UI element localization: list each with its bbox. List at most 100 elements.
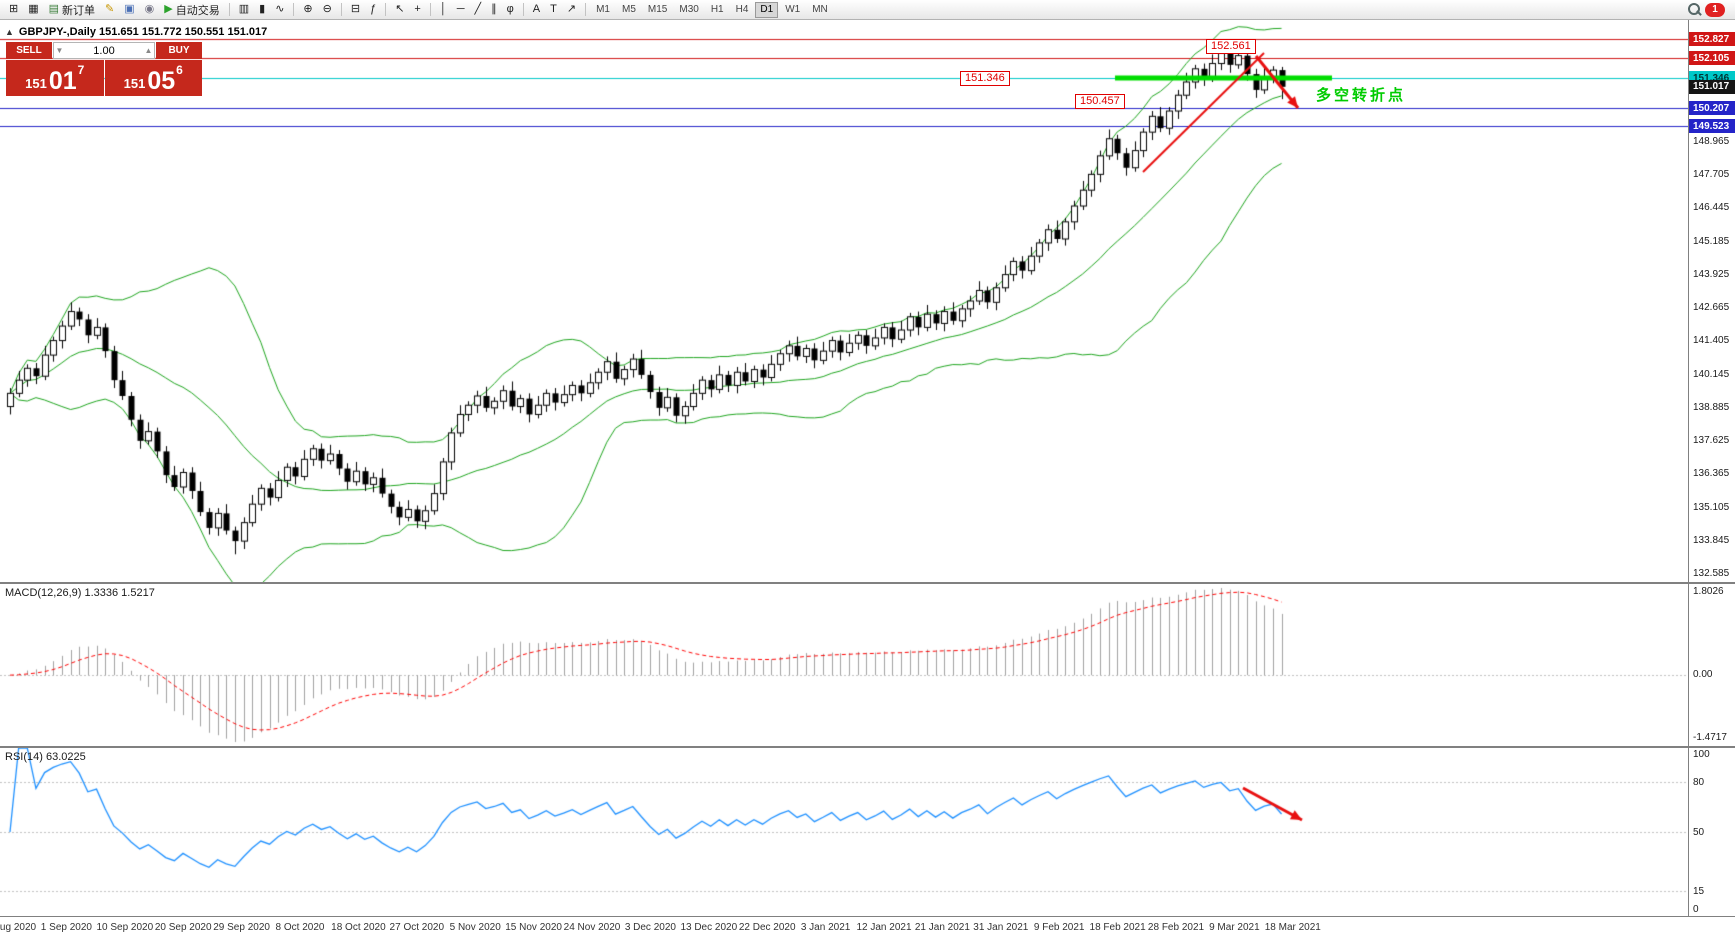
price-scale-value: 135.105 xyxy=(1693,501,1730,513)
macd-scale-zero: 0.00 xyxy=(1693,669,1713,681)
notification-badge[interactable]: 1 xyxy=(1705,2,1725,17)
rsi-scale[interactable]: 100 80 50 15 0 xyxy=(1689,748,1735,916)
text-icon: A xyxy=(532,3,541,15)
fibonacci-button[interactable]: φ xyxy=(503,1,518,18)
buy-price-prefix: 151 xyxy=(123,76,146,91)
timeframe-m30-button[interactable]: M30 xyxy=(674,2,703,18)
timeframe-d1-button[interactable]: D1 xyxy=(755,1,779,18)
line-chart-mode-button[interactable]: ∿ xyxy=(271,1,288,18)
horizontal-line-button[interactable]: ─ xyxy=(453,1,469,18)
macd-scale-min: -1.4717 xyxy=(1693,732,1727,743)
candlestick-mode-button[interactable]: ▮ xyxy=(255,1,269,18)
candlestick-chart-icon: ▮ xyxy=(259,3,266,15)
profiles-button[interactable]: ▦ xyxy=(24,1,42,18)
price-scale-value: 140.145 xyxy=(1693,368,1730,380)
panel-separator[interactable] xyxy=(0,746,1735,748)
macd-label: MACD(12,26,9) 1.3336 1.5217 xyxy=(5,587,155,599)
date-label: 12 Jan 2021 xyxy=(856,922,912,933)
rsi-label: RSI(14) 63.0225 xyxy=(5,751,86,763)
date-label: 10 Sep 2020 xyxy=(96,922,154,933)
price-tag: 149.523 xyxy=(1689,119,1735,134)
trendline-button[interactable]: ╱ xyxy=(471,1,486,18)
arrow-objects-button[interactable]: ↗ xyxy=(563,1,580,18)
help-icon: ◉ xyxy=(144,3,155,15)
sell-price-big: 01 xyxy=(48,67,77,95)
bar-chart-mode-button[interactable]: ▥ xyxy=(235,1,253,18)
tile-windows-icon: ⊟ xyxy=(350,3,361,15)
price-scale-value: 137.625 xyxy=(1693,435,1730,447)
zoom-in-button[interactable]: ⊕ xyxy=(299,1,316,18)
sell-button[interactable]: SELL xyxy=(6,42,52,59)
price-chart-panel: ▲ GBPJPY-,Daily 151.651 151.772 150.551 … xyxy=(0,20,1688,582)
one-click-prices: 151 01 7 151 05 6 xyxy=(6,60,202,96)
metaeditor-button[interactable]: ✎ xyxy=(101,1,118,18)
collapse-one-click-icon[interactable]: ▲ xyxy=(5,27,14,37)
macd-canvas[interactable] xyxy=(0,584,1688,746)
price-tag: 152.827 xyxy=(1689,32,1735,47)
new-order-label: 新订单 xyxy=(62,4,96,17)
rsi-scale-value: 80 xyxy=(1693,776,1705,788)
timeframe-mn-button[interactable]: MN xyxy=(807,2,833,18)
search-icon xyxy=(1688,3,1700,15)
metaeditor-icon: ✎ xyxy=(105,3,115,15)
text-button[interactable]: A xyxy=(529,1,544,18)
price-scale[interactable]: 148.965 147.705 146.445 145.185 143.925 142.6… xyxy=(1689,20,1735,582)
timeframe-m15-button[interactable]: M15 xyxy=(643,2,672,18)
date-label: 21 Jan 2021 xyxy=(914,922,970,933)
price-scale-value: 133.845 xyxy=(1693,534,1730,546)
timeframe-m1-button[interactable]: M1 xyxy=(591,2,615,18)
crosshair-button[interactable]: + xyxy=(410,1,424,18)
annotation-text: 多空转折点 xyxy=(1316,87,1407,104)
date-label: 27 Oct 2020 xyxy=(389,922,445,933)
timeframe-h1-button[interactable]: H1 xyxy=(706,2,729,18)
price-chart-canvas[interactable] xyxy=(0,20,1688,582)
vertical-line-button[interactable]: │ xyxy=(436,1,451,18)
tile-windows-button[interactable]: ⊟ xyxy=(347,1,364,18)
help-button[interactable]: ◉ xyxy=(141,1,159,18)
toolbar-separator xyxy=(522,3,524,16)
new-chart-button[interactable]: ⊞ xyxy=(5,1,22,18)
sell-price-prefix: 151 xyxy=(25,76,47,91)
volume-decrease-button[interactable]: ▼ xyxy=(55,46,64,55)
date-label: 13 Dec 2020 xyxy=(680,922,738,933)
rsi-panel: RSI(14) 63.0225 xyxy=(0,748,1688,916)
zoom-out-button[interactable]: ⊖ xyxy=(319,1,336,18)
date-label: 1 Sep 2020 xyxy=(40,922,92,933)
channel-icon: ∥ xyxy=(491,3,497,15)
main-toolbar: ⊞ ▦ ▤ 新订单 ✎ ▣ ◉ ▶ 自动交易 ▥ ▮ ∿ ⊕ ⊖ ⊟ ƒ ↖ + │ ─ ╱ ∥ φ A T ↗ M1 M5 M15 M3… xyxy=(0,0,1735,20)
indicators-button[interactable]: ƒ xyxy=(366,1,380,18)
date-label: 24 Nov 2020 xyxy=(563,922,621,933)
rsi-scale-value: 15 xyxy=(1693,885,1705,897)
new-order-button[interactable]: ▤ 新订单 xyxy=(45,1,99,18)
timeframe-w1-button[interactable]: W1 xyxy=(780,2,805,18)
buy-button[interactable]: BUY xyxy=(156,42,202,59)
sell-price-display[interactable]: 151 01 7 xyxy=(6,60,104,96)
scale-border xyxy=(1688,20,1689,917)
date-label: 8 Oct 2020 xyxy=(275,922,325,933)
price-callout-label: 150.457 xyxy=(1075,94,1125,109)
new-chart-icon: ⊞ xyxy=(9,3,19,15)
timeframe-m5-button[interactable]: M5 xyxy=(617,2,641,18)
buy-price-display[interactable]: 151 05 6 xyxy=(104,60,202,96)
autotrading-button[interactable]: ▶ 自动交易 xyxy=(160,1,223,18)
timeframe-h4-button[interactable]: H4 xyxy=(731,2,754,18)
macd-scale[interactable]: 1.8026 0.00 -1.4717 xyxy=(1689,584,1735,746)
text-label-button[interactable]: T xyxy=(546,1,561,18)
search-button[interactable] xyxy=(1685,1,1703,18)
search-icon-handle xyxy=(1696,10,1702,16)
market-watch-button[interactable]: ▣ xyxy=(120,1,138,18)
cursor-button[interactable]: ↖ xyxy=(391,1,408,18)
channel-button[interactable]: ∥ xyxy=(487,1,501,18)
new-order-icon: ▤ xyxy=(48,3,60,15)
rsi-canvas[interactable] xyxy=(0,748,1688,916)
arrow-objects-icon: ↗ xyxy=(566,3,577,15)
market-watch-icon: ▣ xyxy=(124,3,135,15)
volume-increase-button[interactable]: ▲ xyxy=(144,46,153,55)
date-label: 5 Nov 2020 xyxy=(449,922,501,933)
date-label: 28 Feb 2021 xyxy=(1147,922,1205,933)
date-label: 18 Mar 2021 xyxy=(1264,922,1321,933)
volume-input[interactable] xyxy=(65,44,143,57)
panel-separator[interactable] xyxy=(0,582,1735,584)
zoom-out-icon: ⊖ xyxy=(322,3,332,15)
